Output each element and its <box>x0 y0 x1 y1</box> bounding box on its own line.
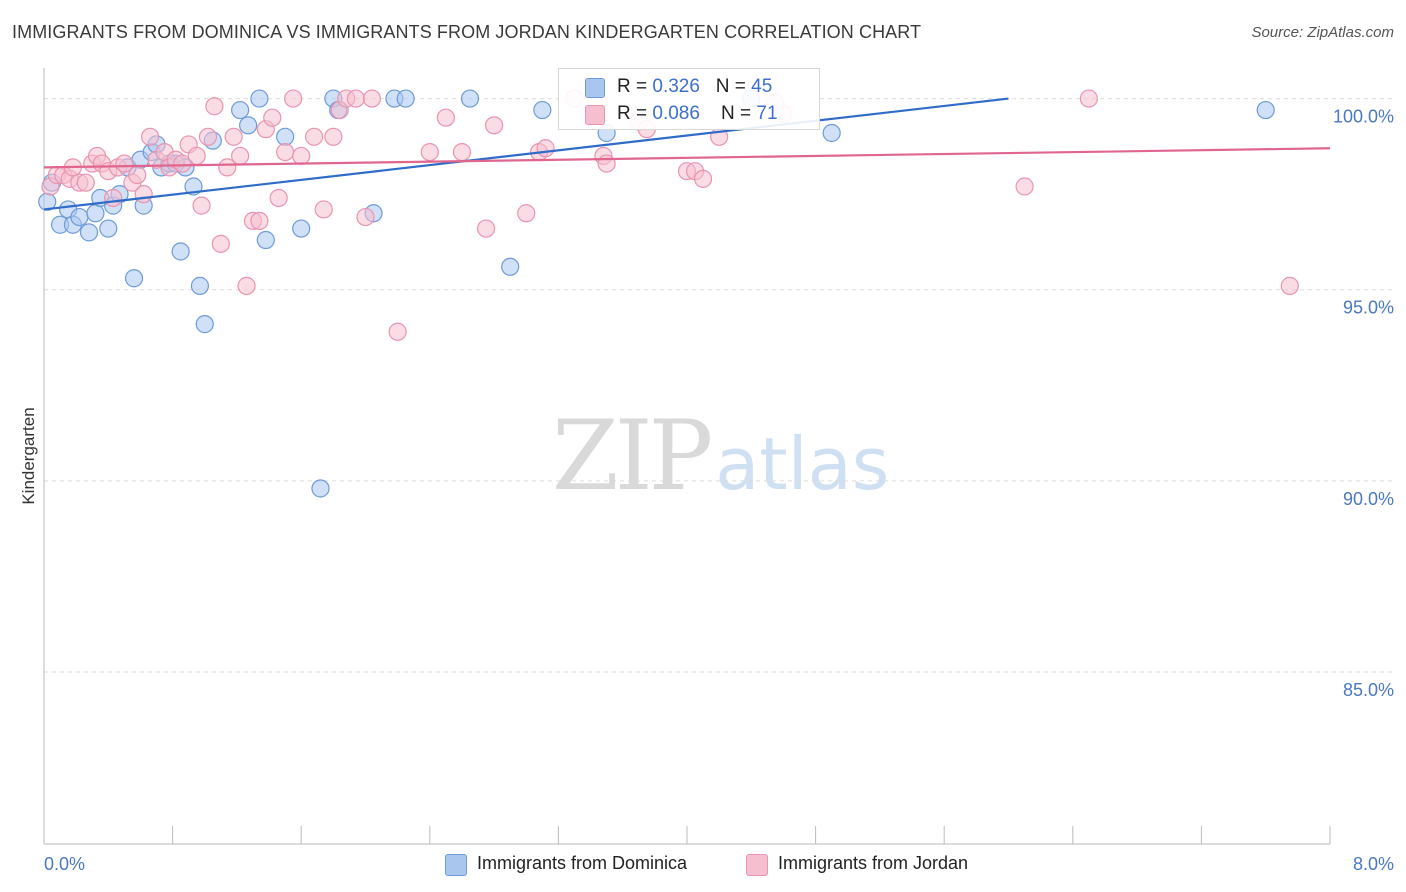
point-jordan <box>128 165 147 185</box>
point-dominica <box>396 89 415 108</box>
y-tick-label: 85.0% <box>1343 680 1394 700</box>
point-dominica <box>822 123 841 143</box>
point-jordan <box>140 127 160 146</box>
watermark-atlas: atlas <box>715 422 890 506</box>
watermark-zip: ZIP <box>552 400 713 512</box>
point-jordan <box>218 158 237 177</box>
legend-label-dominica: Immigrants from Dominica <box>477 853 688 873</box>
point-dominica <box>231 100 250 120</box>
source-credit: Source: ZipAtlas.com <box>1251 24 1394 41</box>
stats-legend: R = 0.326 N = 45 R = 0.086 N = 71 <box>558 68 820 130</box>
r-label: R = <box>617 76 653 97</box>
n-label: N = <box>715 76 752 97</box>
y-tick-label: 90.0% <box>1343 489 1394 509</box>
point-dominica <box>79 223 99 242</box>
point-jordan <box>485 116 504 135</box>
point-jordan <box>134 185 153 204</box>
stats-text-jordan: R = 0.086 N = 71 <box>617 103 778 125</box>
point-jordan <box>362 89 382 108</box>
swatch-jordan <box>585 105 605 125</box>
r-label: R = <box>617 103 653 124</box>
point-dominica <box>292 219 311 238</box>
point-jordan <box>231 146 250 166</box>
point-dominica <box>86 204 105 223</box>
y-axis-label: Kindergarten <box>19 407 38 504</box>
legend-label-jordan: Immigrants from Jordan <box>778 853 969 873</box>
point-dominica <box>256 230 275 250</box>
point-jordan <box>237 276 256 295</box>
point-jordan <box>192 196 211 215</box>
point-jordan <box>250 211 269 231</box>
point-jordan <box>304 127 324 146</box>
r-value-jordan: 0.086 <box>652 103 700 124</box>
trend-lines <box>43 97 1331 211</box>
trend-line-dominica <box>43 97 1009 211</box>
point-jordan <box>198 127 218 146</box>
point-jordan <box>211 234 230 253</box>
point-jordan <box>436 108 455 127</box>
point-jordan <box>76 173 95 192</box>
y-tick-label: 100.0% <box>1333 107 1394 127</box>
point-dominica <box>171 242 190 261</box>
point-jordan <box>517 204 536 223</box>
point-jordan <box>388 322 407 341</box>
point-dominica <box>190 276 210 295</box>
tick-labels: 100.0% 95.0% 90.0% 85.0% 0.0% 8.0% <box>44 107 1394 874</box>
point-jordan <box>420 142 439 162</box>
series-legend: Immigrants from Dominica Immigrants from… <box>0 852 1406 880</box>
point-jordan <box>115 154 134 173</box>
point-dominica <box>70 207 89 227</box>
point-jordan <box>263 108 282 127</box>
r-value-dominica: 0.326 <box>652 76 700 97</box>
x-tick-label-max: 8.0% <box>1353 854 1394 874</box>
point-jordan <box>224 127 243 146</box>
point-dominica <box>533 100 552 120</box>
point-dominica <box>124 269 144 288</box>
point-jordan <box>314 200 333 219</box>
point-jordan <box>597 154 616 173</box>
point-jordan <box>173 154 192 173</box>
stats-text-dominica: R = 0.326 N = 45 <box>617 76 772 98</box>
point-jordan <box>324 127 343 146</box>
n-value-dominica: 45 <box>751 76 773 97</box>
n-label: N = <box>721 103 757 124</box>
point-jordan <box>536 139 555 158</box>
point-dominica <box>276 127 295 146</box>
point-jordan <box>1015 177 1034 196</box>
point-dominica <box>501 257 520 276</box>
point-jordan <box>476 219 496 238</box>
point-jordan <box>693 169 713 188</box>
legend-swatch-jordan <box>746 854 768 876</box>
point-jordan <box>269 188 288 208</box>
point-dominica <box>195 315 214 334</box>
swatch-dominica <box>585 78 605 98</box>
watermark: ZIPatlas <box>552 400 889 512</box>
point-dominica <box>239 116 258 135</box>
point-jordan <box>1079 89 1098 108</box>
point-jordan <box>205 97 224 116</box>
point-jordan <box>292 146 311 166</box>
point-dominica <box>460 89 480 108</box>
point-jordan <box>346 89 365 108</box>
point-dominica <box>1256 100 1275 120</box>
point-jordan <box>356 207 375 227</box>
x-tick-label-min: 0.0% <box>44 854 85 874</box>
n-value-jordan: 71 <box>756 103 778 124</box>
axes <box>43 68 1331 845</box>
gridlines <box>44 98 1394 673</box>
point-jordan <box>187 146 206 166</box>
point-jordan <box>1280 276 1299 295</box>
point-jordan <box>104 188 123 208</box>
point-dominica <box>99 219 118 238</box>
chart-title: IMMIGRANTS FROM DOMINICA VS IMMIGRANTS F… <box>12 22 922 42</box>
legend-swatch-dominica <box>445 854 467 876</box>
y-tick-label: 95.0% <box>1343 298 1394 318</box>
point-jordan <box>276 142 295 162</box>
point-jordan <box>284 89 303 108</box>
point-dominica <box>311 479 330 498</box>
point-jordan <box>452 142 472 162</box>
trend-line-jordan <box>43 147 1331 169</box>
point-dominica <box>250 89 269 108</box>
